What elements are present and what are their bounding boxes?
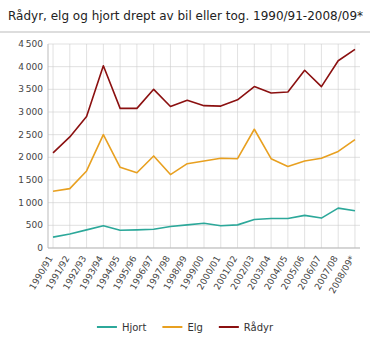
title: Rådyr, elg og hjort drept av bil eller t… (8, 9, 363, 23)
series-line (53, 49, 355, 152)
x-grid-line (153, 44, 154, 248)
x-grid-line (220, 44, 221, 248)
x-grid-line (304, 44, 305, 248)
legend: Hjort Elg Rådyr (97, 321, 274, 333)
y-tick-label: 0 (37, 243, 43, 253)
x-grid-line (86, 44, 87, 248)
axes: 0 500 1 000 1 500 2 000 2 500 3 000 3 500 4 000 4… (18, 39, 360, 295)
x-grid-line (271, 44, 272, 248)
x-grid-line (354, 44, 355, 248)
x-grid-line (170, 44, 171, 248)
y-tick-label: 3 500 (18, 84, 43, 94)
x-grid-line (287, 44, 288, 248)
legend-swatch (219, 326, 239, 328)
grid (48, 44, 360, 248)
y-tick-label: 1 500 (18, 175, 43, 185)
y-tick-label: 1 000 (18, 198, 43, 208)
x-tick-label: 2008/09* (327, 254, 357, 296)
y-tick-label: 4 000 (18, 62, 43, 72)
y-tick-label: 4 500 (18, 39, 43, 49)
legend-label: Elg (187, 322, 202, 333)
y-tick-label: 500 (26, 220, 43, 230)
legend-item: Elg (162, 322, 202, 333)
title-rule (0, 32, 370, 33)
legend-label: Hjort (122, 322, 147, 333)
background (0, 0, 370, 339)
legend-swatch (97, 326, 117, 328)
legend-swatch (162, 326, 182, 328)
y-axis-line (48, 44, 49, 248)
series-lines (53, 49, 355, 237)
legend-item: Hjort (97, 322, 147, 333)
x-grid-line (136, 44, 137, 248)
x-grid-line (237, 44, 238, 248)
legend-item: Rådyr (219, 321, 274, 333)
x-grid-line (53, 44, 54, 248)
x-grid-line (338, 44, 339, 248)
x-axis-line (48, 248, 360, 249)
y-tick-label: 2 500 (18, 130, 43, 140)
series-line (53, 208, 355, 237)
x-grid-line (103, 44, 104, 248)
series-line (53, 129, 355, 191)
y-tick-label: 3 000 (18, 107, 43, 117)
y-grid-line (48, 248, 360, 249)
y-tick-label: 2 000 (18, 152, 43, 162)
x-grid-line (69, 44, 70, 248)
x-grid-line (204, 44, 205, 248)
x-grid-line (120, 44, 121, 248)
chart: Rådyr, elg og hjort drept av bil eller t… (0, 0, 370, 339)
legend-label: Rådyr (244, 321, 274, 333)
x-grid-line (254, 44, 255, 248)
x-grid-line (187, 44, 188, 248)
